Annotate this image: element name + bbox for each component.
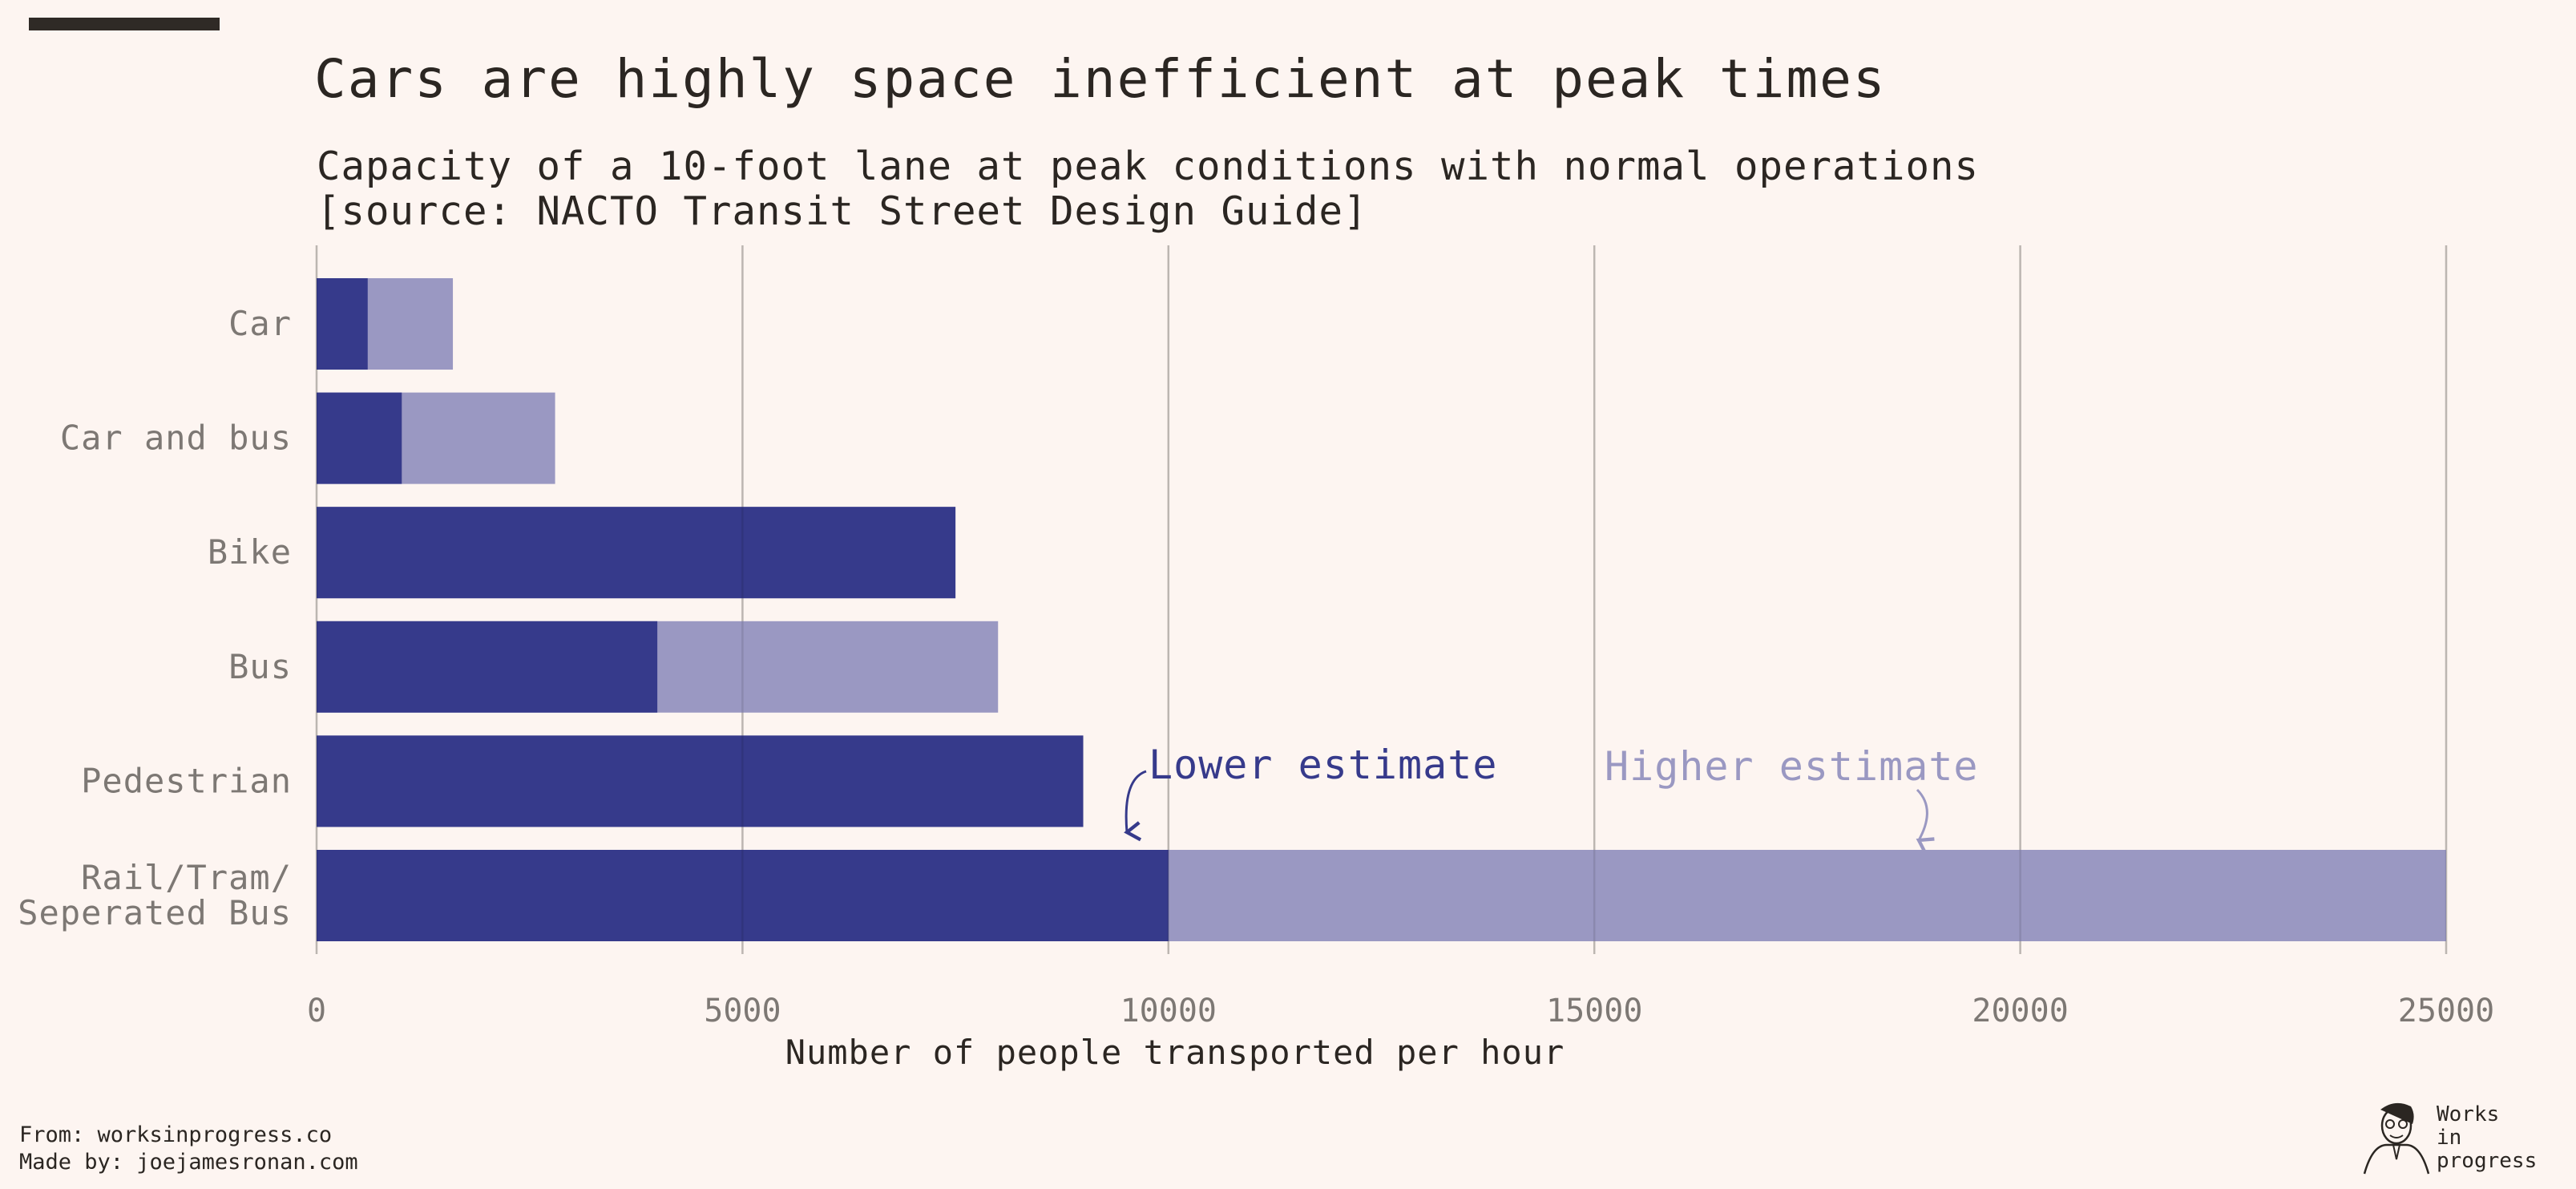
footer-credits: From: worksinprogress.co Made by: joejam… bbox=[19, 1122, 358, 1176]
bar-lower-estimate bbox=[317, 621, 658, 713]
lower-estimate-annotation: Lower estimate bbox=[1124, 742, 1497, 842]
subtitle-line-2: [source: NACTO Transit Street Design Gui… bbox=[317, 188, 1368, 234]
category-label: Rail/Tram/ bbox=[81, 858, 292, 897]
category-label: Car bbox=[228, 304, 292, 343]
category-label: Bus bbox=[228, 647, 292, 686]
bar-lower-estimate bbox=[317, 507, 956, 599]
x-tick-label: 15000 bbox=[1546, 993, 1642, 1029]
bar-lower-estimate bbox=[317, 850, 1169, 941]
category-labels: Car Car and bus Bike Bus Pedestrian Rail/Tram… bbox=[18, 304, 292, 932]
bar-lower-estimate bbox=[317, 278, 368, 370]
top-accent-bar bbox=[29, 18, 220, 30]
higher-estimate-label: Higher estimate bbox=[1605, 743, 1979, 790]
higher-estimate-arrow bbox=[1916, 788, 1935, 855]
bars bbox=[317, 278, 2446, 941]
chart-title: Cars are highly space inefficient at pea… bbox=[314, 48, 1887, 110]
x-tick-label: 5000 bbox=[704, 993, 781, 1029]
category-label: Pedestrian bbox=[81, 761, 292, 800]
chart-subtitle: Capacity of a 10-foot lane at peak condi… bbox=[317, 144, 1979, 234]
x-tick-label: 0 bbox=[307, 993, 326, 1029]
bar-lower-estimate bbox=[317, 392, 402, 484]
x-axis-title: Number of people transported per hour bbox=[785, 1033, 1565, 1072]
brand-line-1: Works bbox=[2437, 1102, 2500, 1126]
brand-line-2: in bbox=[2437, 1126, 2462, 1150]
author-portrait-logo bbox=[2363, 1102, 2430, 1175]
lower-estimate-arrow bbox=[1124, 770, 1147, 842]
category-label: Car and bus bbox=[60, 419, 292, 458]
x-tick-label: 10000 bbox=[1120, 993, 1217, 1029]
footer-author: Made by: joejamesronan.com bbox=[19, 1150, 358, 1175]
subtitle-line-1: Capacity of a 10-foot lane at peak condi… bbox=[317, 144, 1980, 189]
footer-source: From: worksinprogress.co bbox=[19, 1122, 333, 1147]
brand-line-3: progress bbox=[2437, 1149, 2538, 1173]
category-label: Seperated Bus bbox=[18, 893, 292, 932]
lower-estimate-label: Lower estimate bbox=[1149, 742, 1497, 788]
gridlines-overlay bbox=[315, 245, 2448, 954]
brand-wordmark: Works in progress bbox=[2437, 1103, 2537, 1173]
gridlines bbox=[315, 245, 2448, 954]
x-tick-label: 25000 bbox=[2398, 993, 2494, 1029]
x-axis-ticks: 0 5000 10000 15000 20000 25000 bbox=[307, 993, 2494, 1029]
category-label: Bike bbox=[208, 532, 292, 572]
x-tick-label: 20000 bbox=[1972, 993, 2068, 1029]
bar-lower-estimate bbox=[317, 735, 1084, 827]
higher-estimate-annotation: Higher estimate bbox=[1605, 743, 1979, 855]
